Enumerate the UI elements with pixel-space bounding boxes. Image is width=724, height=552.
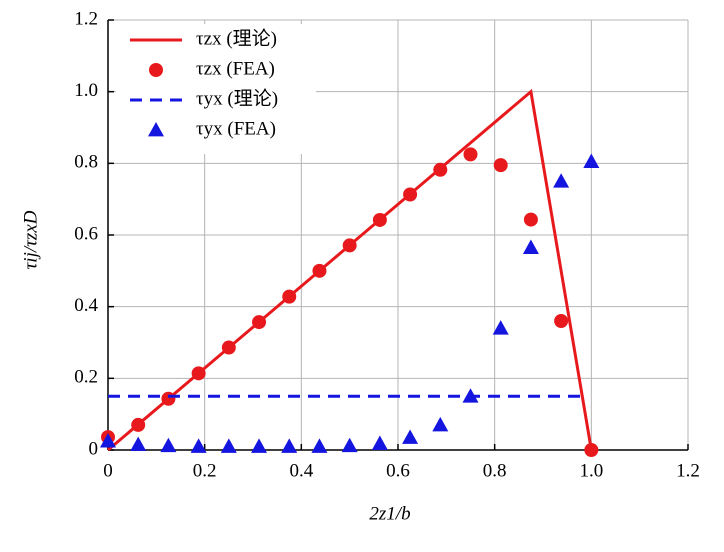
legend-swatch xyxy=(149,63,163,77)
marker xyxy=(312,263,327,278)
marker xyxy=(160,437,177,453)
marker xyxy=(584,443,599,457)
marker xyxy=(463,147,478,162)
marker xyxy=(252,315,267,330)
marker xyxy=(432,416,449,432)
marker xyxy=(553,173,570,188)
y-tick-label: 0.2 xyxy=(74,367,98,388)
marker xyxy=(403,187,418,202)
marker xyxy=(462,388,479,403)
y-axis-title: τij/τzxD xyxy=(20,210,41,269)
x-tick-label: 0.8 xyxy=(483,460,507,481)
marker xyxy=(311,438,328,453)
x-tick-label: 1.2 xyxy=(676,460,700,481)
x-tick-label: 0.2 xyxy=(193,460,217,481)
marker xyxy=(130,436,147,452)
marker xyxy=(372,212,387,227)
legend-label: τzx (理论) xyxy=(196,27,277,49)
marker xyxy=(191,366,206,381)
legend-label: τyx (FEA) xyxy=(196,118,276,139)
legend-swatch xyxy=(148,122,164,137)
y-tick-label: 1.0 xyxy=(74,80,98,101)
marker xyxy=(190,438,207,453)
x-tick-label: 0.4 xyxy=(289,460,313,481)
marker xyxy=(583,153,600,168)
x-tick-label: 0.6 xyxy=(386,460,410,481)
marker xyxy=(433,162,448,177)
legend-label: τyx (理论) xyxy=(196,87,278,109)
marker xyxy=(100,433,116,448)
marker xyxy=(251,438,268,453)
marker xyxy=(282,289,297,304)
marker xyxy=(341,437,358,453)
marker xyxy=(523,212,538,227)
y-tick-label: 0.6 xyxy=(74,223,98,244)
marker xyxy=(492,320,509,335)
marker xyxy=(493,158,508,173)
marker xyxy=(221,340,236,355)
marker xyxy=(220,438,237,453)
marker xyxy=(402,429,419,444)
y-tick-label: 0 xyxy=(89,438,99,459)
marker xyxy=(522,239,539,254)
marker xyxy=(281,438,298,453)
x-tick-label: 0 xyxy=(103,460,113,481)
x-tick-label: 1.0 xyxy=(579,460,603,481)
marker xyxy=(342,238,357,253)
marker xyxy=(131,417,146,432)
y-tick-label: 1.2 xyxy=(74,8,98,29)
marker xyxy=(371,435,388,450)
legend-label: τzx (FEA) xyxy=(196,58,275,79)
x-axis-title: 2z1/b xyxy=(369,503,410,524)
legend-box xyxy=(116,24,316,154)
plot xyxy=(100,88,600,457)
marker xyxy=(554,314,569,328)
y-tick-label: 0.4 xyxy=(74,295,98,316)
legend: τzx (理论) τzx (FEA) τyx (理论) τyx (FEA) xyxy=(116,24,316,154)
marker xyxy=(161,391,176,406)
y-tick-label: 0.8 xyxy=(74,152,98,173)
line xyxy=(107,88,593,452)
